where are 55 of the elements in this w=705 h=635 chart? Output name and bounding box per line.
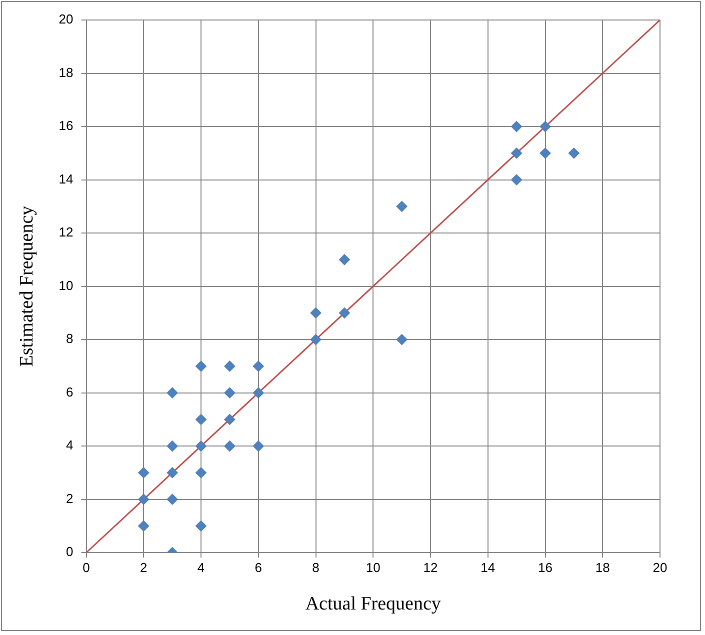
point: [196, 440, 207, 452]
point: [396, 200, 408, 212]
y-tick-label: 14: [58, 171, 74, 186]
y-tick-label: 16: [58, 118, 74, 134]
point: [252, 387, 264, 398]
point: [338, 307, 350, 318]
point: [224, 360, 236, 372]
y-tick-label: 18: [58, 64, 74, 80]
point: [138, 494, 150, 505]
point: [511, 121, 522, 132]
x-tick-label: 4: [197, 560, 205, 575]
point: [166, 440, 178, 452]
y-tick-label: 10: [58, 278, 74, 293]
x-tick-label: 6: [254, 560, 262, 575]
y-tick-label: 20: [58, 12, 74, 27]
point: [252, 440, 264, 452]
point: [568, 148, 580, 159]
point: [396, 334, 408, 346]
point: [224, 387, 236, 398]
point: [338, 254, 350, 266]
y-tick-label: 8: [66, 331, 74, 346]
point: [138, 467, 150, 478]
point: [166, 387, 178, 398]
y-axis-title: Estimated Frequency: [16, 205, 38, 367]
y-tick-label: 6: [66, 384, 74, 400]
point: [166, 467, 178, 478]
y-tick-label: 0: [66, 544, 74, 560]
point: [310, 334, 322, 346]
point: [196, 414, 207, 425]
point: [540, 148, 551, 159]
x-tick-label: 16: [538, 560, 552, 575]
point: [310, 307, 322, 318]
point: [138, 520, 150, 532]
point: [196, 467, 207, 478]
x-tick-label: 2: [140, 560, 148, 575]
y-tick-label: 4: [66, 438, 74, 453]
point: [196, 360, 207, 372]
x-tick-label: 12: [423, 560, 438, 575]
point: [252, 360, 264, 372]
x-tick-label: 18: [595, 560, 610, 575]
point: [224, 440, 236, 452]
point: [196, 520, 207, 532]
x-tick-label: 0: [82, 560, 90, 575]
x-tick-label: 14: [480, 560, 496, 575]
x-tick-label: 8: [312, 560, 320, 575]
point: [166, 494, 178, 505]
y-tick-label: 12: [58, 224, 74, 240]
point: [511, 148, 522, 159]
x-tick-label: 20: [652, 560, 668, 575]
point: [224, 414, 236, 425]
y-tick-label: 2: [66, 490, 74, 506]
point: [540, 121, 551, 132]
point: [511, 174, 522, 186]
x-axis-title: Actual Frequency: [305, 594, 442, 615]
x-tick-label: 10: [366, 560, 380, 575]
